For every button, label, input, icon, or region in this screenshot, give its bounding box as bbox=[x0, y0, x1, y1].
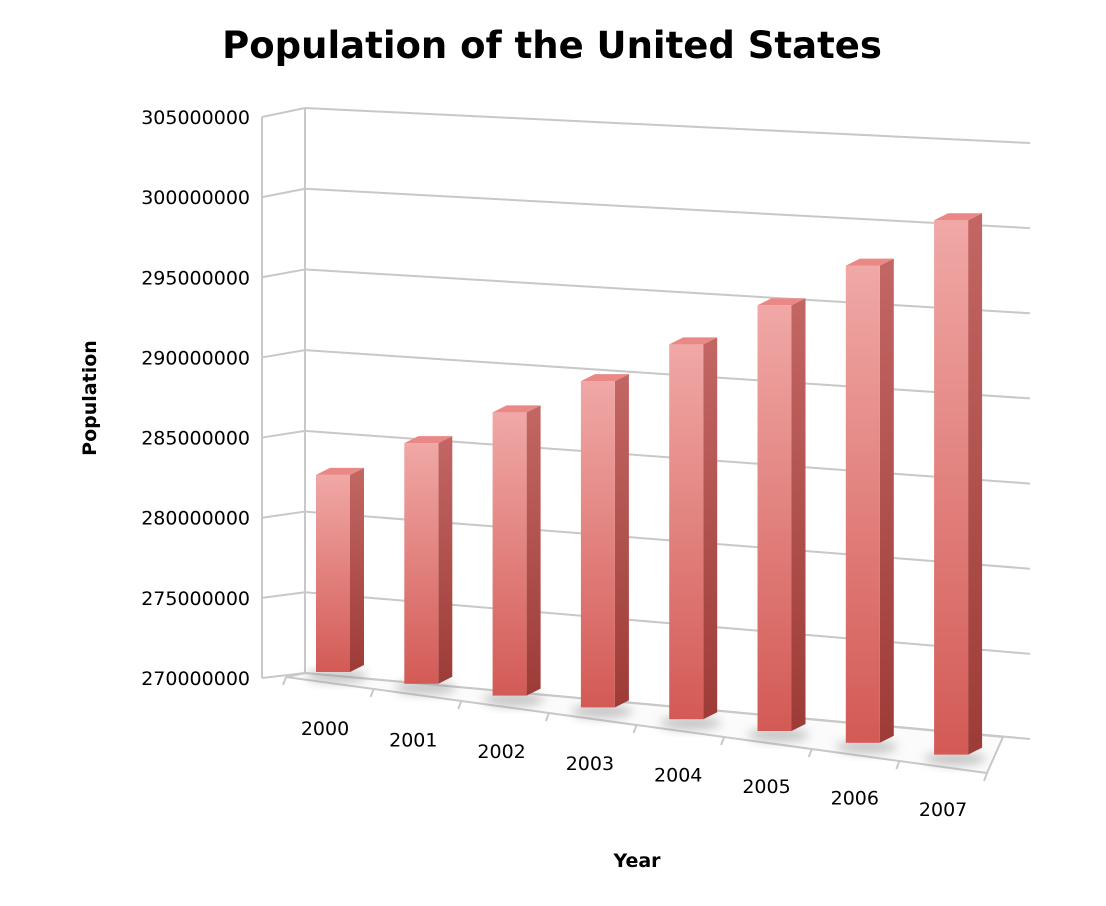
bar-shadow bbox=[394, 680, 456, 695]
x-tick-label: 2002 bbox=[477, 741, 525, 763]
bar bbox=[934, 220, 969, 755]
y-tick-labels: 270000000 275000000 280000000 285000000 2900… bbox=[141, 107, 250, 690]
y-tick-label: 305000000 bbox=[141, 107, 250, 129]
bar-shadow bbox=[747, 728, 810, 742]
x-tick-mark bbox=[369, 688, 375, 698]
bar bbox=[580, 381, 615, 708]
x-tick-label: 2003 bbox=[566, 753, 614, 775]
bar-shadows bbox=[306, 669, 986, 766]
bar-2007 bbox=[934, 213, 983, 755]
bar-shadow bbox=[482, 692, 545, 707]
bar bbox=[316, 474, 350, 672]
bar bbox=[757, 305, 792, 731]
bar-side bbox=[879, 258, 894, 743]
bar-side bbox=[526, 405, 541, 696]
x-tick-labels: 2000 2001 2002 2003 2004 2005 2006 2007 bbox=[301, 718, 967, 821]
x-tick-mark bbox=[544, 712, 550, 722]
y-tick-label: 270000000 bbox=[141, 668, 250, 690]
bar-2001 bbox=[404, 436, 453, 684]
bar-shadow bbox=[659, 716, 721, 731]
bar-top bbox=[669, 337, 718, 345]
x-tick-label: 2000 bbox=[301, 718, 349, 740]
bar bbox=[845, 265, 880, 743]
gridlines bbox=[261, 107, 1031, 740]
x-tick-label: 2005 bbox=[742, 776, 790, 798]
x-tick-label: 2007 bbox=[919, 799, 967, 821]
bar-shadow bbox=[306, 669, 368, 683]
bar-2003 bbox=[580, 374, 629, 708]
x-tick-mark bbox=[720, 736, 726, 746]
bars bbox=[316, 213, 983, 755]
bar-2005 bbox=[757, 298, 806, 731]
gridline bbox=[304, 349, 1031, 400]
bar-shadow bbox=[924, 751, 986, 766]
x-tick-mark bbox=[983, 772, 988, 782]
y-tick-label: 290000000 bbox=[141, 347, 250, 369]
y-tick-label: 300000000 bbox=[141, 187, 250, 209]
y-tick-label: 280000000 bbox=[141, 508, 250, 530]
gridline-side bbox=[261, 268, 306, 279]
gridline-side bbox=[261, 510, 306, 519]
x-tick-mark bbox=[807, 748, 813, 758]
y-tick-label: 275000000 bbox=[141, 588, 250, 610]
bar-top bbox=[492, 405, 541, 413]
axes bbox=[261, 108, 1005, 782]
gridline bbox=[304, 107, 1031, 144]
bar-top bbox=[934, 213, 983, 221]
gridline-side bbox=[261, 187, 306, 199]
bar-2000 bbox=[316, 467, 364, 672]
y-axis-label: Population bbox=[79, 340, 101, 456]
bar-side bbox=[791, 298, 806, 731]
x-tick-label: 2001 bbox=[389, 730, 437, 752]
floor bbox=[285, 671, 1005, 775]
bar-top bbox=[316, 467, 364, 475]
bar-side bbox=[438, 436, 453, 684]
bar-2002 bbox=[492, 405, 541, 696]
x-tick-mark bbox=[282, 676, 287, 686]
bar bbox=[492, 412, 527, 696]
bar-side bbox=[350, 467, 364, 672]
bar bbox=[669, 344, 704, 720]
x-tick-mark bbox=[895, 760, 901, 770]
bar-side bbox=[968, 213, 983, 755]
gridline bbox=[304, 187, 1031, 230]
bar-top bbox=[580, 374, 629, 382]
x-tick-mark bbox=[457, 700, 463, 710]
gridline bbox=[304, 268, 1031, 315]
gridline-side bbox=[261, 591, 306, 599]
bar-side bbox=[614, 374, 629, 708]
y-tick-label: 285000000 bbox=[141, 428, 250, 450]
x-axis-label: Year bbox=[612, 850, 661, 872]
bar-top bbox=[757, 298, 806, 306]
gridline-side bbox=[261, 349, 306, 359]
gridline-side bbox=[261, 107, 306, 118]
bar bbox=[404, 443, 439, 684]
bar-2004 bbox=[669, 337, 718, 720]
bar-top bbox=[845, 258, 894, 266]
x-tick-mark bbox=[632, 724, 638, 734]
bar-shadow bbox=[836, 739, 898, 754]
bar-2006 bbox=[845, 258, 894, 743]
y-tick-label: 295000000 bbox=[141, 267, 250, 289]
bar-shadow bbox=[571, 704, 633, 719]
gridline-side bbox=[261, 429, 306, 439]
chart-title: Population of the United States bbox=[222, 24, 882, 67]
x-tick-label: 2004 bbox=[654, 764, 702, 786]
bar-side bbox=[703, 337, 718, 720]
bar-top bbox=[404, 436, 453, 444]
x-tick-label: 2006 bbox=[831, 788, 879, 810]
